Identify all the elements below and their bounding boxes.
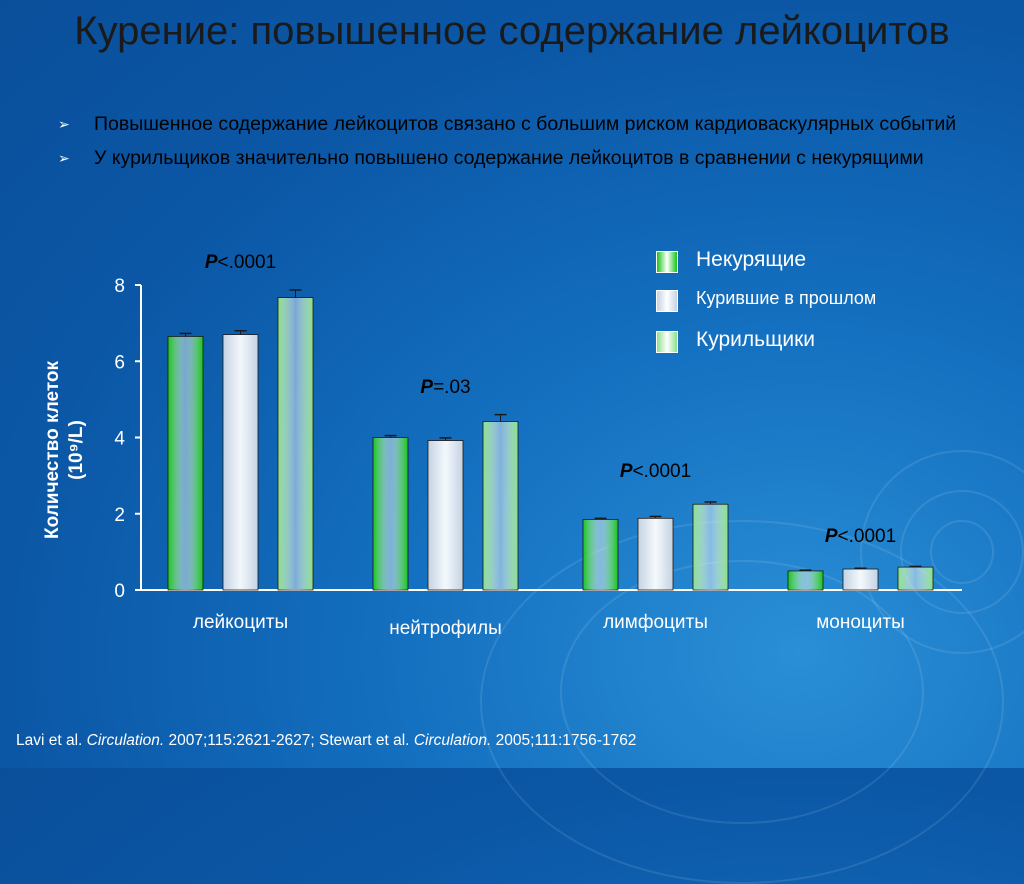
y-axis-label-line1: Количество клеток — [42, 360, 63, 540]
bullet-item: ➢ Повышенное содержание лейкоцитов связа… — [58, 110, 958, 139]
bar — [582, 519, 619, 591]
x-category-label: лейкоциты — [193, 612, 288, 633]
bar — [222, 334, 259, 591]
bar — [637, 517, 674, 591]
p-value-symbol: P — [420, 377, 433, 398]
bullet-arrow-icon: ➢ — [58, 150, 70, 166]
citation-text: 2005;111:1756-1762 — [491, 732, 637, 749]
p-value-symbol: P — [205, 252, 218, 273]
x-category-label: моноциты — [816, 612, 905, 633]
p-value-number: <.0001 — [218, 252, 277, 273]
bar — [167, 336, 204, 591]
legend-swatch — [656, 331, 678, 353]
x-category-label: нейтрофилы — [389, 618, 502, 639]
p-value-label: P<.0001 — [825, 526, 896, 547]
bar-chart: 02468лейкоцитыP<.0001нейтрофилыP=.03лимф… — [114, 252, 934, 639]
p-value-number: <.0001 — [633, 461, 692, 482]
y-tick-label: 6 — [114, 352, 125, 373]
bar — [842, 568, 879, 591]
citation-journal: Circulation. — [86, 732, 165, 749]
bar — [372, 437, 409, 591]
y-axis-label-line2: (10⁹/L) — [66, 420, 87, 480]
bar — [897, 566, 934, 591]
p-value-symbol: P — [620, 461, 633, 482]
y-tick-label: 4 — [114, 429, 125, 450]
bullet-text: Повышенное содержание лейкоцитов связано… — [94, 113, 957, 135]
p-value-symbol: P — [825, 526, 838, 547]
y-axis-label: Количество клеток (10⁹/L) — [41, 290, 89, 610]
legend-swatch — [656, 290, 678, 312]
citation-journal: Circulation. — [413, 732, 492, 749]
y-tick-label: 8 — [114, 276, 125, 297]
slide-title: Курение: повышенное содержание лейкоцито… — [74, 9, 950, 53]
legend-label: Курившие в прошлом — [696, 288, 877, 308]
citation-text: Lavi et al. — [16, 732, 87, 749]
legend-swatch — [656, 251, 678, 273]
bullet-text: У курильщиков значительно повышено содер… — [94, 147, 924, 169]
bar — [427, 440, 464, 591]
p-value-label: P<.0001 — [205, 252, 276, 273]
legend-label: Некурящие — [696, 248, 807, 271]
p-value-number: <.0001 — [838, 526, 897, 547]
p-value-label: P=.03 — [420, 377, 470, 398]
p-value-label: P<.0001 — [620, 461, 691, 482]
p-value-number: =.03 — [433, 377, 471, 398]
bar — [482, 421, 519, 591]
bar — [692, 503, 729, 591]
y-tick-label: 0 — [114, 581, 125, 602]
citation-footer: Lavi et al. Circulation. 2007;115:2621-2… — [16, 732, 636, 750]
bullet-arrow-icon: ➢ — [58, 116, 70, 132]
y-tick-label: 2 — [114, 505, 125, 526]
bar — [277, 297, 314, 591]
citation-text: 2007;115:2621-2627; Stewart et al. — [164, 732, 414, 749]
legend-label: Курильщики — [696, 328, 816, 351]
bullet-item: ➢ У курильщиков значительно повышено сод… — [58, 144, 958, 173]
bullet-list: ➢ Повышенное содержание лейкоцитов связа… — [58, 110, 958, 178]
bar — [787, 570, 824, 591]
x-category-label: лимфоциты — [603, 612, 708, 633]
